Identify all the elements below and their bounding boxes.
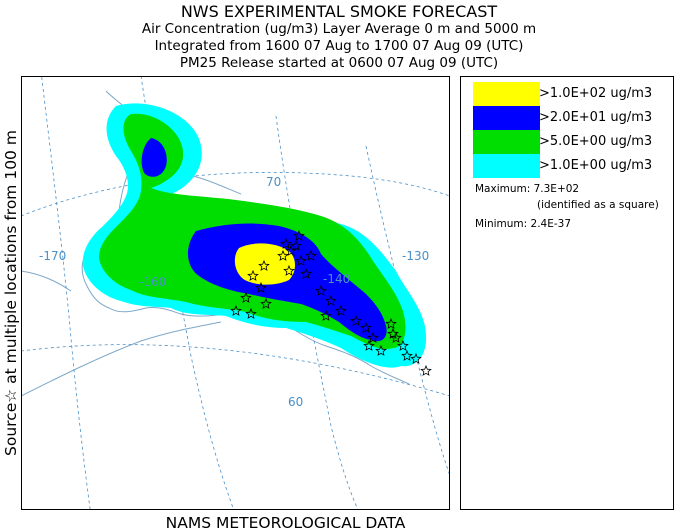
legend-label-green: >5.0E+00 ug/m3: [539, 134, 653, 149]
legend-label-blue: >2.0E+01 ug/m3: [539, 110, 653, 125]
source-star-icon: [363, 339, 375, 351]
source-star-icon: [277, 249, 289, 261]
source-star-icon: [295, 254, 307, 266]
legend-panel: >1.0E+02 ug/m3 >2.0E+01 ug/m3 >5.0E+00 u…: [460, 76, 674, 510]
source-location-label: Source☆ at multiple locations from 100 m: [2, 130, 20, 456]
lon-label-140: -140: [323, 272, 350, 286]
lat-label-60: 60: [288, 395, 303, 409]
source-star-icon: [240, 291, 252, 303]
meteorological-data-label: NAMS METEOROLOGICAL DATA: [165, 514, 406, 532]
source-star-icon: [230, 304, 242, 316]
legend-row-cyan: >1.0E+00 ug/m3: [473, 154, 673, 178]
legend-label-cyan: >1.0E+00 ug/m3: [539, 158, 653, 173]
graticule: [21, 76, 450, 510]
source-star-icon: [420, 364, 432, 376]
legend-swatch-blue: [473, 106, 540, 130]
lon-label-130: -130: [402, 249, 429, 263]
source-star-icon: [350, 314, 362, 326]
source-star-icon: [367, 331, 379, 343]
lat-label-70: 70: [266, 175, 281, 189]
map-border: [21, 76, 450, 510]
map-title: NWS EXPERIMENTAL SMOKE FORECAST: [180, 2, 498, 21]
plume-blue: [141, 138, 387, 342]
source-star-icon: [305, 249, 317, 261]
source-star-icon: [258, 259, 270, 271]
source-star-icon: [247, 269, 259, 281]
legend-swatch-green: [473, 130, 540, 154]
legend-swatch-yellow: [473, 82, 540, 106]
source-star-icon: [325, 294, 337, 306]
source-star-icon: [360, 321, 372, 333]
source-star-icon: [280, 237, 292, 249]
legend-row-blue: >2.0E+01 ug/m3: [473, 106, 673, 130]
map-canvas: -170 -160 -140 -130 70 60: [21, 76, 450, 510]
maximum-value: Maximum: 7.3E+02: [475, 183, 580, 195]
subtitle-concentration: Air Concentration (ug/m3) Layer Average …: [141, 21, 537, 37]
minimum-value: Minimum: 2.4E-37: [475, 218, 572, 230]
legend-label-yellow: >1.0E+02 ug/m3: [539, 86, 653, 101]
source-star-icon: [335, 304, 347, 316]
source-star-icon: [385, 317, 397, 329]
subtitle-release: PM25 Release started at 0600 07 Aug 09 (…: [179, 55, 499, 71]
source-star-icon: [260, 297, 272, 309]
source-star-icon: [290, 239, 302, 251]
source-star-icon: [320, 309, 332, 321]
legend-swatch-cyan: [473, 154, 540, 178]
lon-label-170: -170: [39, 249, 66, 263]
source-star-icon: [293, 229, 305, 241]
subtitle-integration: Integrated from 1600 07 Aug to 1700 07 A…: [154, 38, 524, 54]
source-star-icon: [375, 344, 387, 356]
source-star-icon: [410, 352, 422, 364]
legend-row-yellow: >1.0E+02 ug/m3: [473, 82, 673, 106]
map-panel: -170 -160 -140 -130 70 60: [21, 76, 450, 510]
source-star-icon: [300, 267, 312, 279]
source-star-icon: [255, 281, 267, 293]
maximum-note: (identified as a square): [537, 199, 659, 211]
source-markers: [230, 229, 432, 376]
source-star-icon: [283, 264, 295, 276]
source-star-icon: [315, 284, 327, 296]
source-star-icon: [401, 349, 413, 361]
source-star-icon: [245, 307, 257, 319]
source-star-icon: [397, 339, 409, 351]
legend-row-green: >5.0E+00 ug/m3: [473, 130, 673, 154]
lon-label-160: -160: [139, 275, 166, 289]
source-star-icon: [387, 327, 399, 339]
